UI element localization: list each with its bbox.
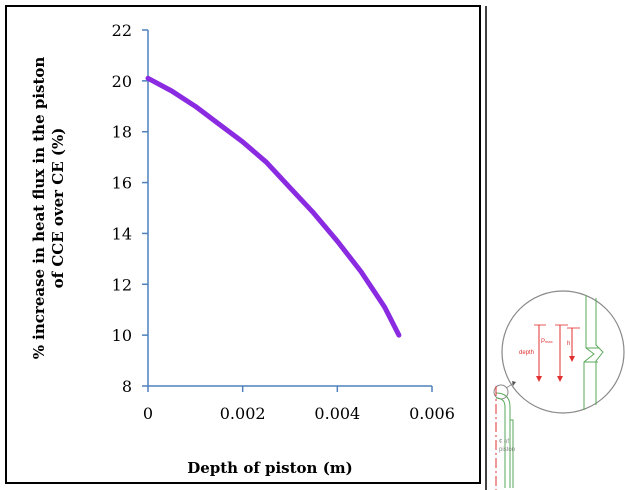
x-tick-label: 0.002: [220, 404, 266, 423]
piston-schematic: depth Pmax h ¢ of piston: [493, 290, 625, 490]
y-tick-label: 8: [122, 377, 132, 396]
y-tick-label: 10: [112, 326, 132, 345]
x-axis-title: Depth of piston (m): [187, 459, 353, 477]
chart-frame: [5, 5, 481, 484]
centerline-label-2: piston: [499, 447, 515, 453]
piston-outline: [495, 392, 514, 488]
x-ticks: 0 0.002 0.004 0.006: [143, 386, 455, 423]
y-tick-label: 16: [112, 174, 132, 193]
y-tick-label: 22: [112, 21, 132, 40]
depth-label: depth: [519, 350, 534, 356]
y-tick-label: 20: [112, 72, 132, 91]
centerline-label-1: ¢ of: [499, 439, 509, 445]
y-axis-title-line2: of CCE over CE (%): [49, 128, 67, 289]
y-axis-title-line1: % increase in heat flux in the piston: [30, 57, 48, 360]
pmax-label: Pmax: [541, 339, 553, 345]
h-label: h: [567, 341, 570, 347]
series-line: [145, 75, 402, 338]
y-ticks: 8 10 12 14 16 18 20 22: [112, 21, 148, 396]
x-tick-label: 0: [143, 404, 153, 423]
y-tick-label: 12: [112, 275, 132, 294]
x-tick-label: 0.006: [409, 404, 455, 423]
x-tick-label: 0.004: [314, 404, 360, 423]
y-tick-label: 14: [112, 224, 132, 243]
magnifier-circle: [501, 290, 625, 414]
magnified-piston-wall: [583, 295, 604, 410]
y-tick-label: 18: [112, 123, 132, 142]
